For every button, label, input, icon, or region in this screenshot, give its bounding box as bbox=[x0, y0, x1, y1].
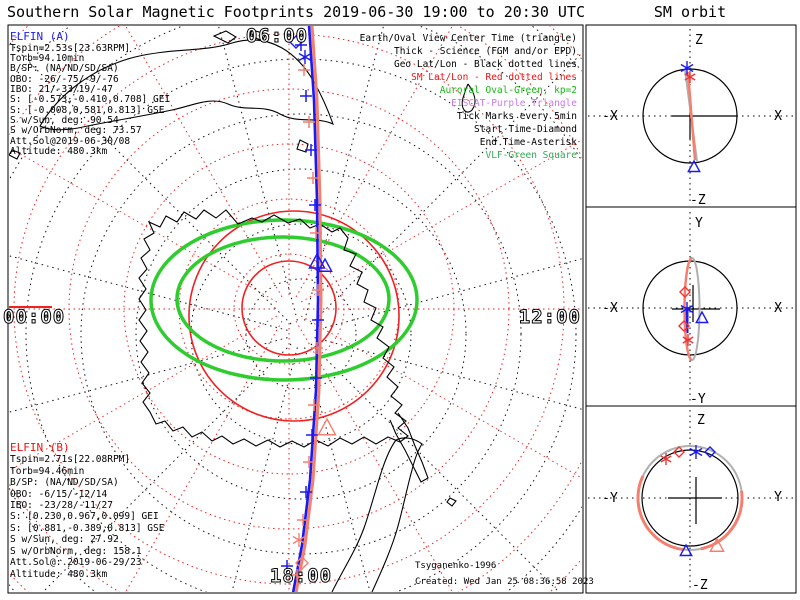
page-title: Southern Solar Magnetic Footprints 2019-… bbox=[7, 3, 585, 21]
elfin-a-line: S w/OrbNorm, deg: 73.57 bbox=[10, 125, 142, 136]
axis-label-p2-left: -X bbox=[602, 301, 618, 316]
elfin-a-line: IBO: 21/-33/19/-47 bbox=[10, 84, 113, 95]
elfin-b-line: Altitude: 480.3km bbox=[10, 569, 108, 580]
elfin-a-line: S w/Sun, deg: 90.54 bbox=[10, 115, 119, 126]
elfin-a-line: OBO: -26/-75/-9/-76 bbox=[10, 74, 119, 85]
elfin-a-info: ELFIN (A) Tspin=2.53s[23.63RPM] Torb=94.… bbox=[10, 30, 170, 157]
sm-orbit-title: SM orbit bbox=[654, 3, 726, 21]
elfin-a-label: ELFIN (A) bbox=[10, 30, 70, 43]
legend-item: Auroral Oval-Green, kp=2 bbox=[440, 85, 577, 96]
axis-label-p2-top: Y bbox=[695, 216, 703, 231]
map-frame bbox=[7, 24, 584, 594]
mlt-clock-labels: 06:00 12:00 18:00 00:00 bbox=[3, 25, 581, 588]
sm-orbit-frame bbox=[585, 24, 797, 594]
elfin-b-line: IBO: -23/28/-11/27 bbox=[10, 500, 113, 511]
elfin-b-line: Att.Sol@: 2019-06-29/23 bbox=[10, 557, 142, 568]
model-label: Tsyganenko-1996 bbox=[415, 561, 496, 571]
axis-label-p1-right: X bbox=[774, 109, 782, 124]
elfin-a-line: B/SP: (NA/ND/SD/SA) bbox=[10, 63, 119, 74]
clock-label-0600: 06:00 bbox=[246, 25, 308, 47]
legend-item: EISCAT-Purple Triangle bbox=[451, 98, 577, 109]
legend-item: Geo Lat/Lon - Black dotted lines bbox=[394, 59, 577, 70]
map-legend: Earth/Oval View Center Time (triangle) T… bbox=[360, 33, 578, 161]
clock-label-1800: 18:00 bbox=[270, 565, 332, 587]
axis-label-p1-top: Z bbox=[695, 33, 703, 48]
created-label: Created: Wed Jan 25 08:36:58 2023 bbox=[415, 577, 594, 587]
legend-item: End Time-Asterisk bbox=[480, 137, 578, 148]
sm-orbit-graphics bbox=[588, 29, 794, 589]
footer-credits: Tsyganenko-1996 Created: Wed Jan 25 08:3… bbox=[415, 561, 594, 587]
elfin-b-line: S: [0.881,-0.389,0.813] GSE bbox=[10, 523, 165, 534]
elfin-b-label: ELFIN (B) bbox=[10, 441, 70, 454]
elfin-a-line: Torb=94.10min bbox=[10, 53, 84, 64]
legend-item: SM Lat/Lon - Red dotted lines bbox=[411, 72, 577, 83]
axis-label-p3-right: Y bbox=[774, 490, 782, 505]
sm-orbit-axis-labels: Z -Z -X X Y -Y -X X Z -Z -Y Y bbox=[602, 33, 782, 593]
elfin-b-line: Tspin=2.71s[22.08RPM] bbox=[10, 454, 130, 465]
axis-label-p3-left: -Y bbox=[602, 491, 618, 506]
legend-item: Tick Marks every 5min bbox=[457, 111, 577, 122]
legend-item: VLF-Green Square bbox=[485, 150, 577, 161]
elfin-b-line: S w/Sun, deg: 27.92 bbox=[10, 534, 119, 545]
axis-label-p1-left: -X bbox=[602, 109, 618, 124]
elfin-a-line: S: [-0.008,0.581,0.813] GSE bbox=[10, 105, 165, 116]
legend-item: Earth/Oval View Center Time (triangle) bbox=[360, 33, 577, 44]
axis-label-p1-bottom: -Z bbox=[690, 193, 706, 208]
elfin-a-line: S: [-0.573,-0.410,0.708] GEI bbox=[10, 94, 170, 105]
elfin-b-line: S: [0.230,0.967,0.099] GEI bbox=[10, 511, 159, 522]
elfin-b-info: ELFIN (B) Tspin=2.71s[22.08RPM] Torb=94.… bbox=[10, 441, 165, 580]
polar-map-graphics bbox=[9, 26, 582, 592]
legend-item: Thick - Science (FGM and/or EPD) bbox=[394, 46, 577, 57]
elfin-a-line: Altitude: 480.3km bbox=[10, 146, 108, 157]
axis-label-p2-right: X bbox=[774, 301, 782, 316]
elfin-b-line: B/SP: (NA/ND/SD/SA) bbox=[10, 477, 119, 488]
axis-label-p2-bottom: -Y bbox=[690, 392, 706, 407]
clock-label-1200: 12:00 bbox=[519, 306, 581, 328]
axis-label-p3-top: Z bbox=[697, 413, 705, 428]
axis-label-p3-bottom: -Z bbox=[692, 578, 708, 593]
elfin-a-line: Att.Sol@2019-06-30/08 bbox=[10, 136, 130, 147]
elfin-b-line: OBO: -6/15/-12/14 bbox=[10, 489, 108, 500]
clock-label-0000: 00:00 bbox=[3, 306, 65, 328]
elfin-a-line: Tspin=2.53s[23.63RPM] bbox=[10, 43, 130, 54]
legend-item: Start Time-Diamond bbox=[474, 124, 577, 135]
elfin-b-line: S w/OrbNorm, deg: 158.1 bbox=[10, 546, 142, 557]
elfin-b-line: Torb=94.46min bbox=[10, 466, 84, 477]
